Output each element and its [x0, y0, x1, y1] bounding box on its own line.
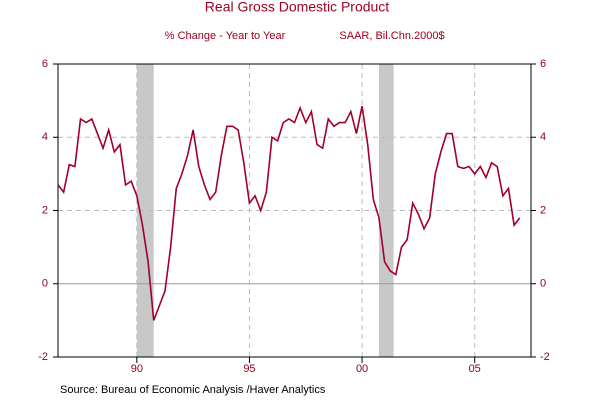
y-tick-label: 0 — [42, 278, 48, 290]
y2-tick-label: 2 — [540, 204, 546, 216]
y2-tick-label: -2 — [540, 351, 550, 363]
data-line — [57, 105, 521, 321]
y2-tick-label: 0 — [540, 278, 546, 290]
y2-tick-label: 4 — [540, 131, 546, 143]
y2-tick-label: 6 — [540, 58, 546, 70]
source-note: Source: Bureau of Economic Analysis /Hav… — [60, 384, 326, 396]
y-tick-label: -2 — [38, 351, 48, 363]
plot-frame — [57, 63, 532, 358]
y-tick-label: 2 — [42, 204, 48, 216]
y-tick-label: 6 — [42, 58, 48, 70]
x-tick-label: 95 — [243, 363, 255, 375]
x-tick-label: 05 — [469, 363, 481, 375]
x-tick-label: 00 — [356, 363, 368, 375]
chart-subtitle: % Change - Year to Year — [165, 30, 286, 42]
y-tick-label: 4 — [42, 131, 48, 143]
chart-title: Real Gross Domestic Product — [205, 0, 390, 15]
units-note: SAAR, Bil.Chn.2000$ — [339, 30, 444, 42]
x-tick-label: 90 — [131, 363, 143, 375]
